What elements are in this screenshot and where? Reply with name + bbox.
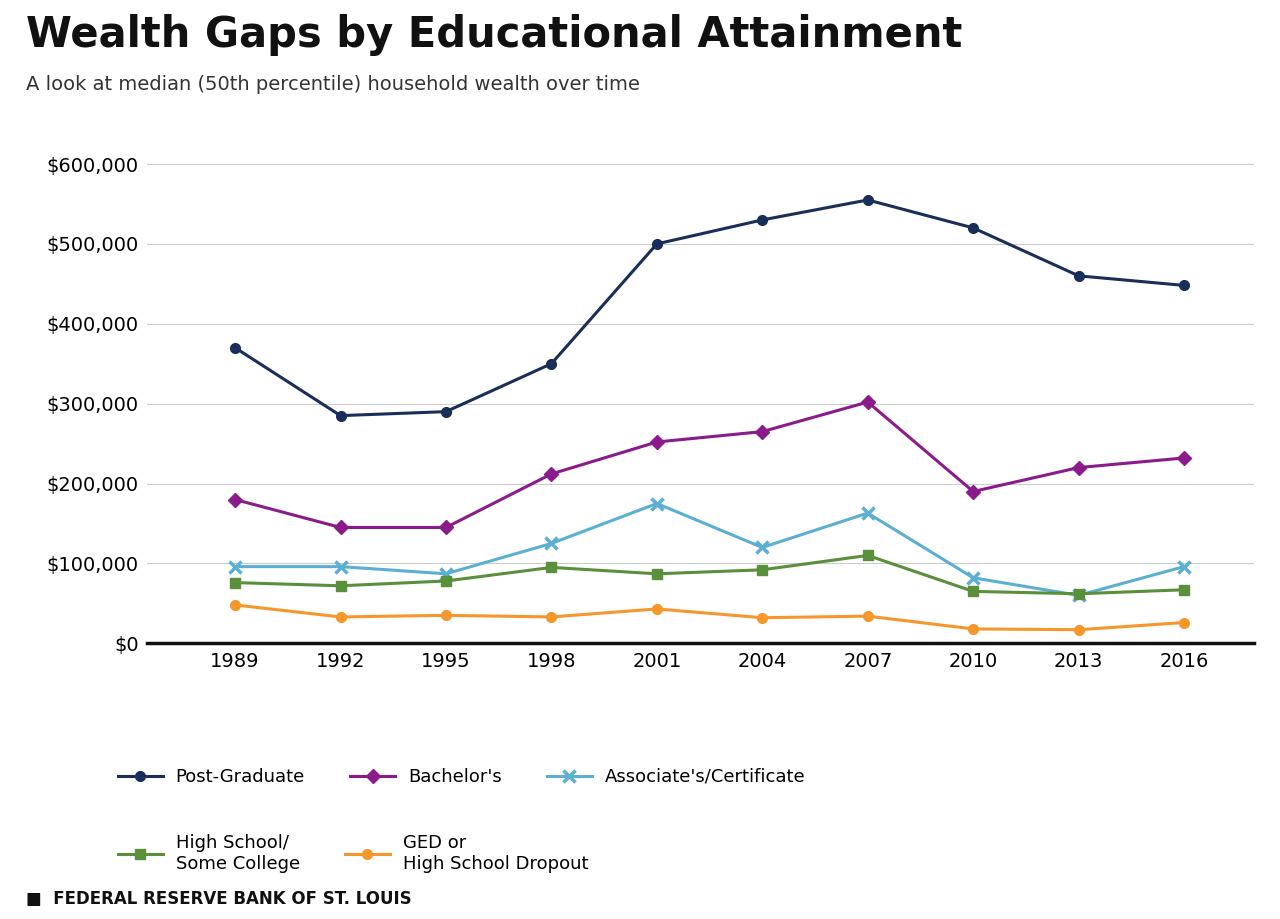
- Text: Wealth Gaps by Educational Attainment: Wealth Gaps by Educational Attainment: [26, 14, 963, 56]
- Text: ■  FEDERAL RESERVE BANK OF ST. LOUIS: ■ FEDERAL RESERVE BANK OF ST. LOUIS: [26, 890, 411, 908]
- Legend: Post-Graduate, Bachelor's, Associate's/Certificate: Post-Graduate, Bachelor's, Associate's/C…: [118, 768, 805, 786]
- Legend: High School/
Some College, GED or
High School Dropout: High School/ Some College, GED or High S…: [118, 834, 588, 873]
- Text: A look at median (50th percentile) household wealth over time: A look at median (50th percentile) house…: [26, 75, 640, 95]
